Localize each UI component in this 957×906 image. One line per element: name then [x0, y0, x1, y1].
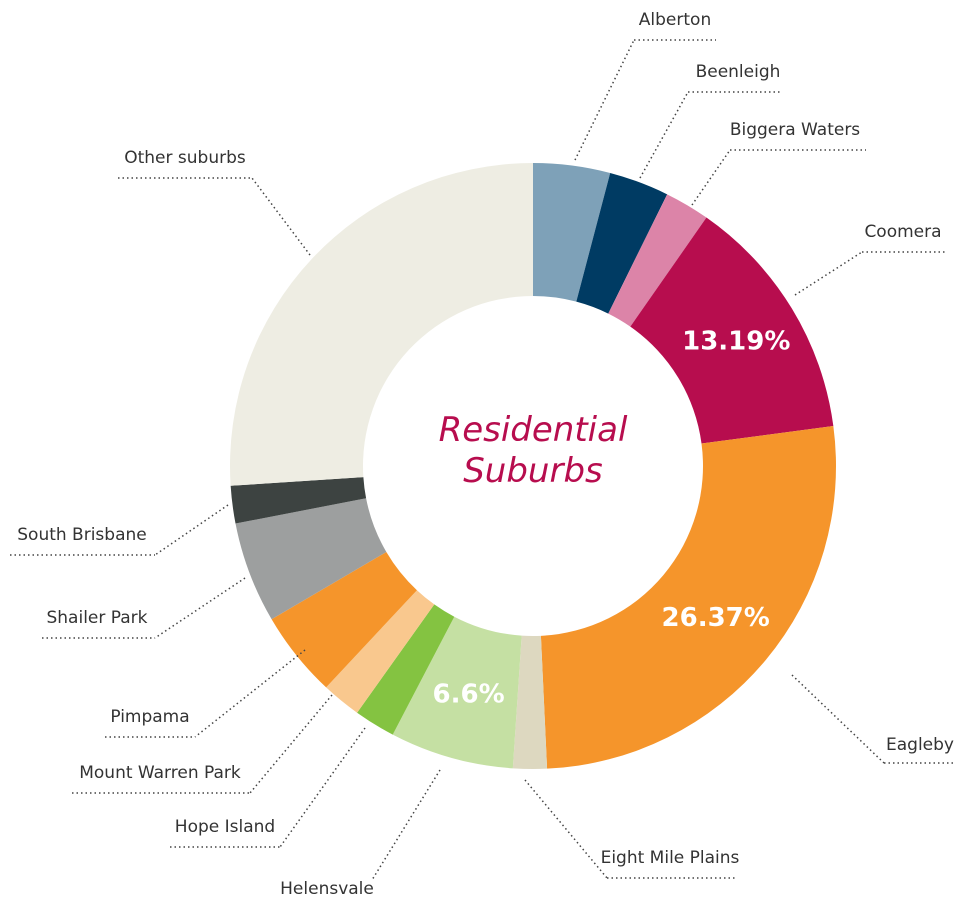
- leader-line: [574, 39, 635, 161]
- donut-slice: [229, 162, 533, 486]
- leader-line: [639, 91, 689, 179]
- donut-slice: [533, 163, 611, 302]
- donut-slice: [392, 616, 522, 769]
- leader-line: [154, 504, 229, 556]
- leader-line: [524, 779, 608, 879]
- slice-label: Shailer Park: [46, 608, 147, 628]
- donut-slice: [630, 217, 834, 444]
- leader-line: [194, 649, 306, 738]
- slice-label: Helensvale: [280, 879, 374, 899]
- donut-slice: [576, 172, 668, 314]
- donut-slice: [357, 604, 455, 735]
- chart-title: Residential Suburbs: [438, 410, 628, 491]
- leader-line: [371, 769, 441, 881]
- slice-label: Coomera: [864, 222, 941, 242]
- slice-label: Pimpama: [110, 707, 189, 727]
- leader-line: [691, 149, 731, 206]
- donut-slice: [608, 194, 707, 327]
- donut-slice: [235, 498, 387, 620]
- leader-line: [791, 674, 885, 764]
- value-label: 13.19%: [682, 327, 790, 357]
- slice-label: Eight Mile Plains: [601, 848, 740, 868]
- donut-slice: [512, 635, 548, 769]
- donut-slice: [540, 425, 837, 769]
- leader-line: [249, 694, 333, 794]
- leader-line: [279, 727, 366, 848]
- value-label: 6.6%: [433, 680, 505, 710]
- leader-line: [251, 177, 311, 256]
- slice-label: Hope Island: [175, 817, 275, 837]
- slice-label: Alberton: [639, 10, 711, 30]
- leader-line: [794, 251, 863, 296]
- donut-slice: [230, 477, 367, 524]
- slice-label: Mount Warren Park: [79, 763, 241, 783]
- slice-label: Other suburbs: [124, 148, 246, 168]
- donut-slice: [326, 590, 435, 713]
- slice-label: Eagleby: [886, 735, 954, 755]
- leader-line: [154, 577, 246, 639]
- slice-label: Biggera Waters: [730, 120, 860, 140]
- value-label: 26.37%: [662, 603, 770, 633]
- slice-label: South Brisbane: [17, 525, 146, 545]
- slice-label: Beenleigh: [696, 62, 781, 82]
- donut-slice: [271, 551, 417, 688]
